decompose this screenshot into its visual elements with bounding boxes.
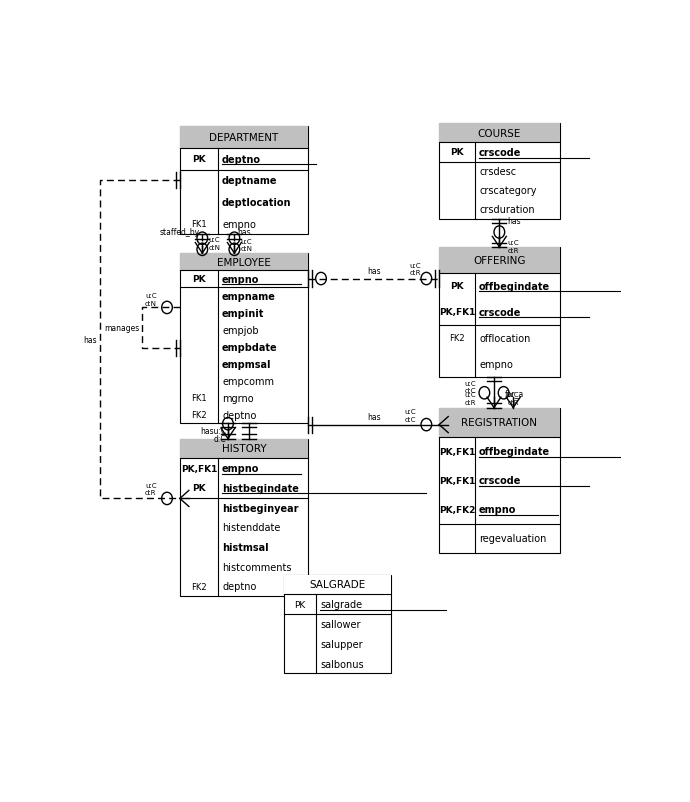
Text: COURSE: COURSE [477,128,521,139]
Text: u:C
d:C: u:C d:C [464,380,476,394]
Text: has: has [83,335,97,345]
Text: u:C
d:N: u:C d:N [208,237,221,250]
Bar [180,253,308,271]
Text: crsdesc: crsdesc [479,167,516,177]
Text: EMPLOYEE: EMPLOYEE [217,257,271,267]
Text: empno: empno [479,359,513,369]
Text: FK2: FK2 [191,411,207,419]
Text: salgrade: salgrade [320,599,362,610]
Text: sallower: sallower [320,619,360,630]
Bar [180,128,308,235]
Text: crscategory: crscategory [479,186,537,196]
Text: histbegindate: histbegindate [222,483,299,493]
Text: u:C
d:N: u:C d:N [241,238,253,252]
Text: SALGRADE: SALGRADE [309,580,366,589]
Text: salupper: salupper [320,639,362,649]
Text: empno: empno [222,464,259,473]
Text: histmsal: histmsal [222,542,268,553]
Text: empjob: empjob [222,325,259,335]
Bar [180,439,308,459]
Text: FK1: FK1 [191,220,207,229]
Text: PK,FK2: PK,FK2 [439,505,475,514]
Text: salbonus: salbonus [320,658,364,669]
Text: FK2: FK2 [449,334,465,342]
Text: crscode: crscode [479,307,522,318]
Text: PK: PK [295,600,306,609]
Text: for_a: for_a [504,388,524,397]
Text: has: has [367,412,380,422]
Text: OFFERING: OFFERING [473,256,526,265]
Bar [440,124,560,144]
Text: has: has [507,217,521,226]
Text: offbegindate: offbegindate [479,282,550,291]
Text: FK1: FK1 [191,394,207,403]
Bar [440,248,560,377]
Text: histbeginyear: histbeginyear [222,503,299,512]
Bar [180,439,308,597]
Text: REGISTRATION: REGISTRATION [462,418,538,427]
Text: empmsal: empmsal [222,359,272,369]
Text: PK: PK [193,484,206,492]
Bar [440,124,560,220]
Text: u:C
d:N: u:C d:N [145,293,157,306]
Text: hasu:C: hasu:C [200,427,226,435]
Text: deptno: deptno [222,155,261,164]
Text: crscode: crscode [479,476,522,486]
Text: empinit: empinit [222,308,264,318]
Text: histenddate: histenddate [222,523,280,533]
Text: crsduration: crsduration [479,205,535,215]
Text: u:C
d:C: u:C d:C [404,408,416,422]
Bar [440,408,560,553]
Text: u:C
d:R: u:C d:R [464,391,476,405]
Text: deptlocation: deptlocation [222,198,292,208]
Text: d:C: d:C [214,435,226,444]
Text: empname: empname [222,291,276,302]
Text: PK: PK [451,148,464,157]
Text: PK: PK [193,275,206,284]
Bar [180,128,308,148]
Text: has: has [367,266,380,276]
Text: PK,FK1: PK,FK1 [439,308,475,317]
Text: u:C
d:R: u:C d:R [507,391,519,405]
Text: PK: PK [193,155,206,164]
Text: PK: PK [451,282,464,291]
Text: PK,FK1: PK,FK1 [181,464,217,473]
Text: u:C
d:R: u:C d:R [145,482,157,496]
Text: crscode: crscode [479,148,522,158]
Text: DEPARTMENT: DEPARTMENT [209,133,279,143]
Bar [180,253,308,423]
Text: manages: manages [104,324,139,333]
Text: has: has [237,228,250,237]
Text: empno: empno [222,220,256,229]
Text: regevaluation: regevaluation [479,533,546,544]
Bar [440,248,560,273]
Text: empno: empno [222,274,259,284]
Text: mgrno: mgrno [222,393,254,403]
Text: HISTORY: HISTORY [221,444,266,454]
Text: empno: empno [479,504,516,515]
Text: deptno: deptno [222,581,257,592]
Text: FK2: FK2 [191,582,207,591]
Text: u:C
d:R: u:C d:R [507,240,519,253]
Text: offbegindate: offbegindate [479,447,550,456]
Bar [284,575,391,594]
Bar [284,575,391,674]
Text: u:C
d:R: u:C d:R [410,262,422,276]
Text: empbdate: empbdate [222,342,277,352]
Text: deptno: deptno [222,410,257,420]
Text: PK,FK1: PK,FK1 [439,448,475,456]
Text: offlocation: offlocation [479,334,531,343]
Text: histcomments: histcomments [222,562,292,572]
Text: PK,FK1: PK,FK1 [439,476,475,485]
Bar [440,408,560,437]
Text: deptname: deptname [222,176,277,186]
Text: staffed_by: staffed_by [159,228,199,237]
Text: empcomm: empcomm [222,376,274,386]
